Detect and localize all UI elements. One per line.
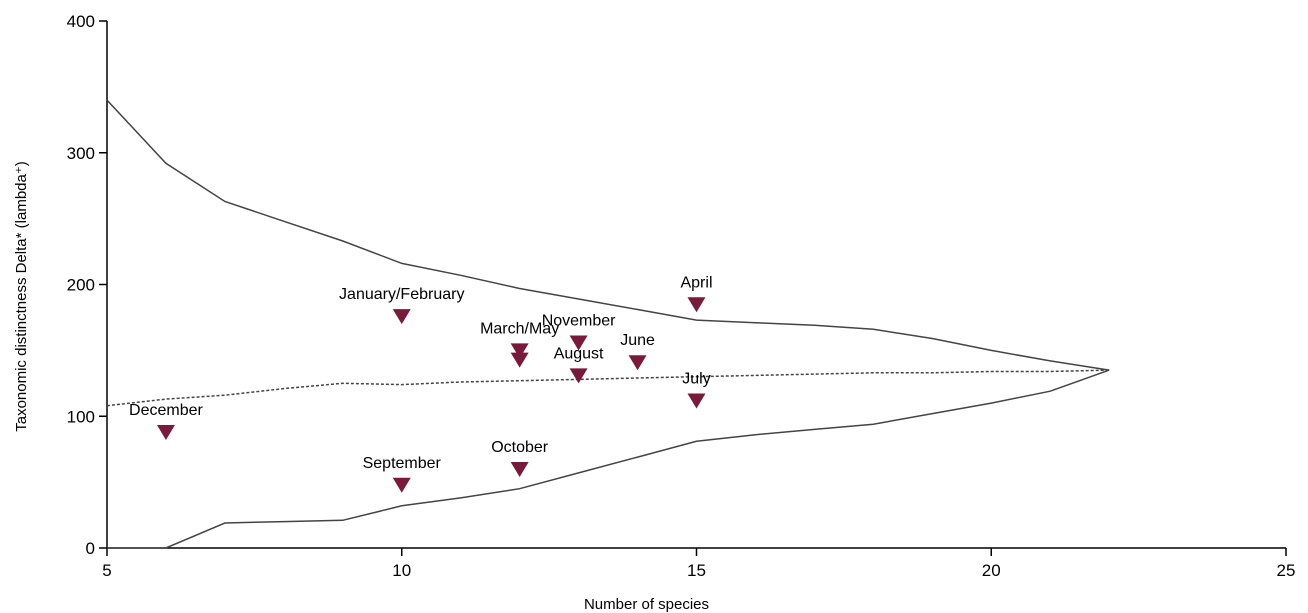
x-tick-label: 15 <box>687 561 706 580</box>
point-label: July <box>682 370 710 387</box>
x-axis-label: Number of species <box>584 596 709 613</box>
data-point <box>156 425 175 441</box>
axes: 0 100 200 300 400 5 10 15 20 25 <box>67 12 1296 580</box>
point-label: December <box>129 402 203 419</box>
data-point <box>687 393 706 409</box>
lower-limit-line <box>107 369 1110 549</box>
y-tick-label: 0 <box>86 539 95 558</box>
data-point <box>628 355 647 371</box>
y-axis-label: Taxonomic distinctness Delta* (lambda⁺) <box>13 161 30 432</box>
y-tick-label: 100 <box>67 407 95 426</box>
upper-limit-line <box>106 99 1110 371</box>
point-label: March/May <box>480 320 559 337</box>
x-tick-label: 20 <box>982 561 1001 580</box>
mean-line <box>106 369 1110 407</box>
funnel-lines <box>106 99 1110 549</box>
x-tick-label: 10 <box>392 561 411 580</box>
point-label: September <box>363 455 442 472</box>
data-point <box>687 297 706 313</box>
data-points: December January/February September March/M… <box>129 274 713 493</box>
y-tick-label: 400 <box>67 12 95 31</box>
point-label: August <box>554 345 604 362</box>
data-point <box>510 352 529 368</box>
x-tick-label: 25 <box>1277 561 1296 580</box>
data-point <box>510 343 529 359</box>
data-point <box>569 335 588 351</box>
data-point <box>569 368 588 384</box>
point-label: April <box>680 274 712 291</box>
point-label: January/February <box>339 286 464 303</box>
data-point <box>510 461 529 477</box>
point-label: November <box>542 312 616 329</box>
point-label: October <box>491 439 549 456</box>
data-point <box>392 477 411 493</box>
x-tick-label: 5 <box>102 561 111 580</box>
data-point <box>392 309 411 325</box>
y-tick-label: 300 <box>67 144 95 163</box>
point-label: June <box>620 332 655 349</box>
y-tick-label: 200 <box>67 276 95 295</box>
